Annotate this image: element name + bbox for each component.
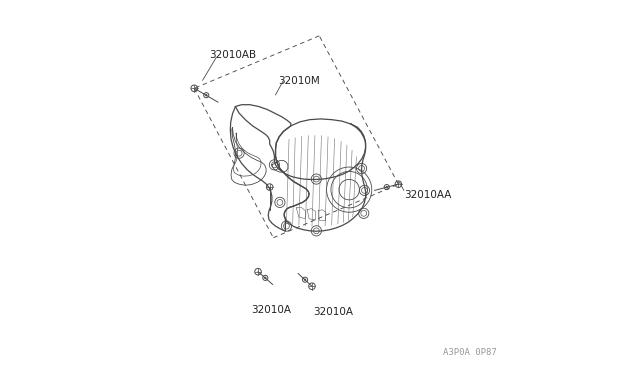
Circle shape [304,279,306,281]
Text: 32010A: 32010A [313,307,353,317]
Circle shape [385,186,388,188]
Text: 32010A: 32010A [251,305,291,315]
Text: A3P0A 0P87: A3P0A 0P87 [443,347,497,357]
Text: 32010AB: 32010AB [209,50,256,60]
Text: 32010M: 32010M [278,76,320,86]
Circle shape [205,94,207,96]
Text: 32010AA: 32010AA [404,190,451,200]
Circle shape [264,277,266,279]
